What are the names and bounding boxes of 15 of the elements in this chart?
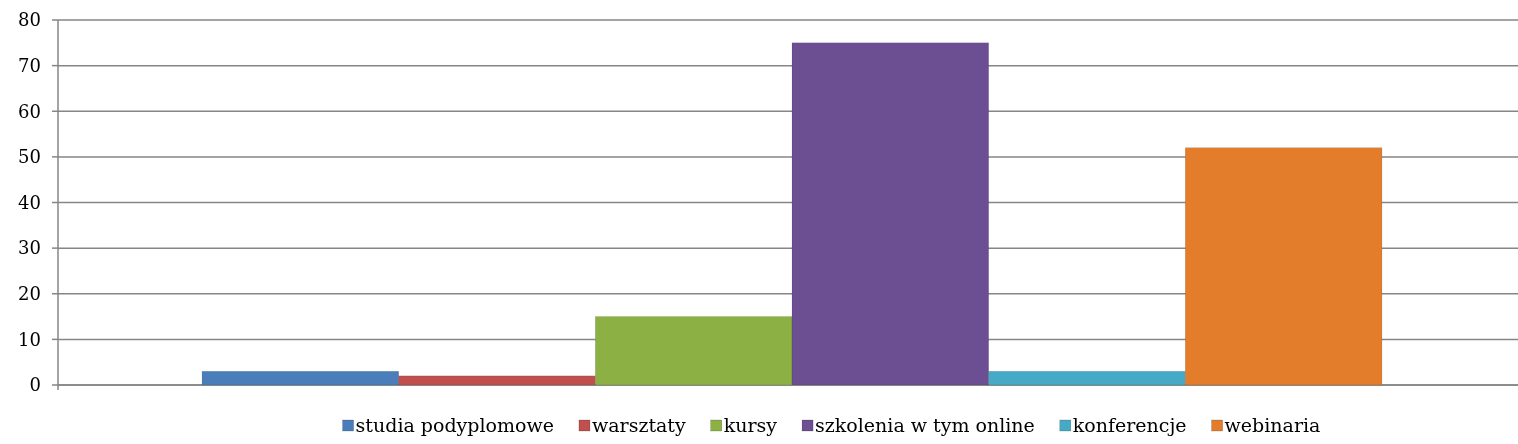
y-tick-label: 10 (18, 328, 41, 350)
legend-label: warsztaty (591, 414, 686, 436)
legend-label: szkolenia w tym online (815, 414, 1035, 436)
y-tick-label: 70 (18, 54, 41, 76)
legend-label: studia podyplomowe (355, 414, 554, 436)
y-tick-label: 0 (29, 374, 41, 396)
y-tick-label: 40 (18, 191, 41, 213)
y-tick-label: 80 (18, 9, 41, 31)
legend-label: webinaria (1224, 414, 1321, 436)
legend-label: konferencje (1072, 414, 1187, 436)
y-tick-label: 50 (18, 146, 41, 168)
y-tick-label: 60 (18, 100, 41, 122)
y-tick-label: 20 (18, 283, 41, 305)
legend-label: kursy (723, 414, 778, 436)
y-tick-label: 30 (18, 237, 41, 259)
